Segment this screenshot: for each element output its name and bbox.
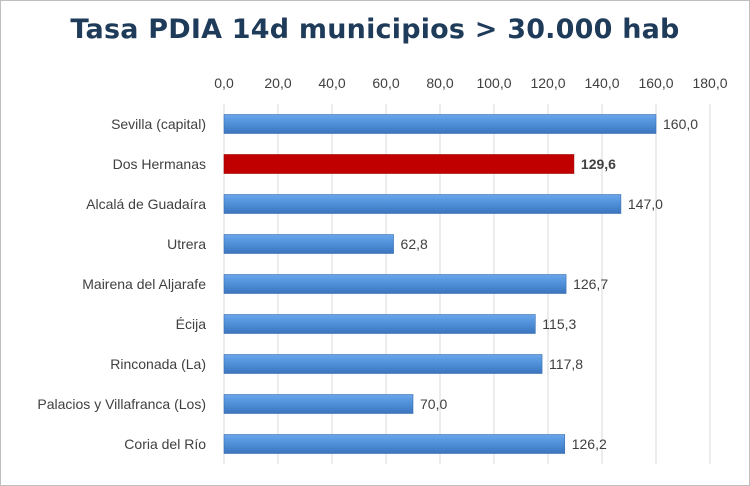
category-label: Écija	[176, 316, 207, 332]
bar	[223, 434, 566, 454]
x-tick-label: 20,0	[264, 75, 291, 91]
bar	[223, 114, 657, 134]
data-label: 126,2	[572, 436, 607, 452]
data-label: 115,3	[542, 316, 576, 332]
x-tick-label: 0,0	[214, 75, 234, 91]
category-label: Coria del Río	[124, 436, 206, 452]
chart-title: Tasa PDIA 14d municipios > 30.000 hab	[70, 14, 680, 45]
data-label: 70,0	[420, 396, 447, 412]
data-label: 129,6	[581, 156, 616, 172]
x-tick-label: 60,0	[372, 75, 399, 91]
category-label: Rinconada (La)	[110, 356, 206, 372]
data-label: 147,0	[628, 196, 663, 212]
bar	[223, 194, 622, 214]
bar	[223, 314, 536, 334]
bar	[223, 394, 414, 414]
data-label: 160,0	[663, 116, 698, 132]
x-tick-label: 40,0	[318, 75, 345, 91]
bar	[223, 274, 567, 294]
x-tick-label: 160,0	[638, 75, 673, 91]
x-tick-label: 100,0	[476, 75, 511, 91]
bars	[223, 114, 657, 454]
bar	[223, 354, 543, 374]
category-label: Palacios y Villafranca (Los)	[37, 396, 206, 412]
category-labels: Sevilla (capital) Dos Hermanas Alcalá de G…	[37, 116, 206, 452]
x-axis-ticks: 0,0 20,0 40,0 60,0 80,0 100,0 120,0 140,0 160,0 1…	[214, 75, 727, 91]
category-label: Mairena del Aljarafe	[82, 276, 206, 292]
category-label: Utrera	[167, 236, 206, 252]
x-tick-label: 180,0	[692, 75, 727, 91]
category-label: Sevilla (capital)	[111, 116, 206, 132]
data-label: 117,8	[549, 356, 583, 372]
x-tick-label: 120,0	[530, 75, 565, 91]
x-tick-label: 140,0	[584, 75, 619, 91]
data-label: 126,7	[573, 276, 608, 292]
category-label: Alcalá de Guadaíra	[86, 196, 206, 212]
bar-highlighted	[223, 154, 575, 174]
x-tick-label: 80,0	[426, 75, 453, 91]
category-label: Dos Hermanas	[113, 156, 206, 172]
bar	[223, 234, 394, 254]
data-label: 62,8	[401, 236, 428, 252]
value-labels: 160,0 129,6 147,0 62,8 126,7 115,3 117,8 70,0 12…	[401, 116, 699, 452]
